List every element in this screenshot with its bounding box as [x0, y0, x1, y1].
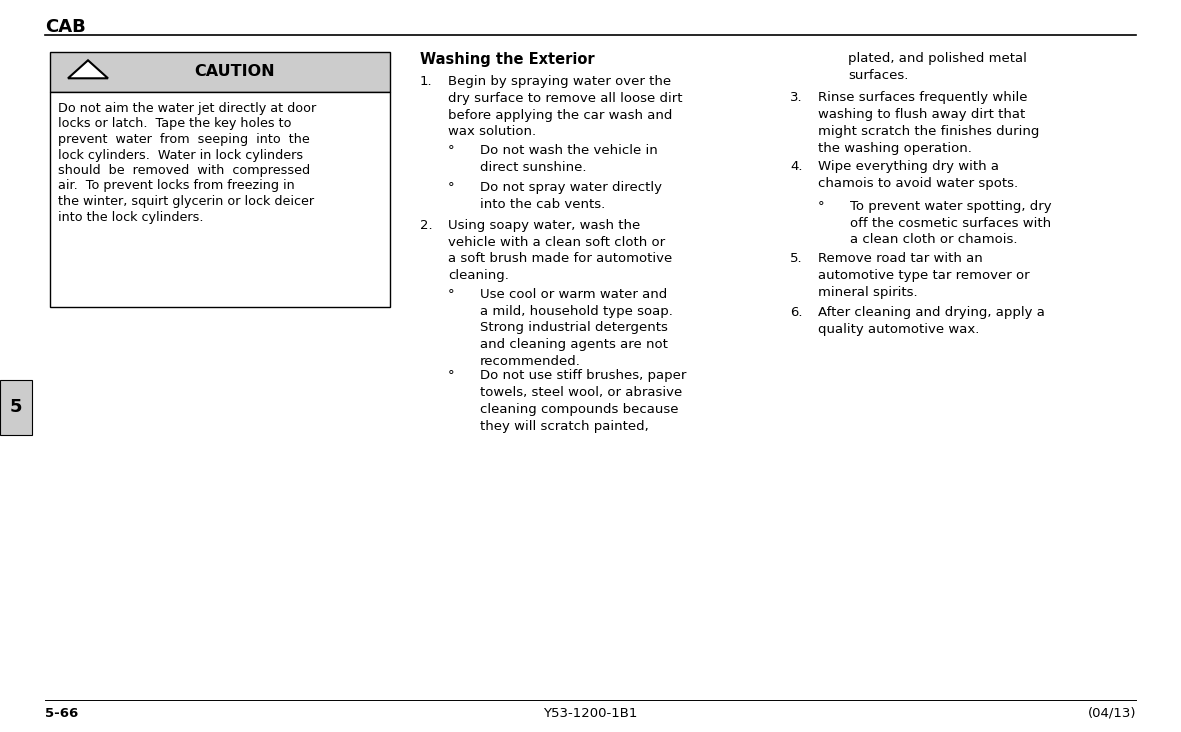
Text: air.  To prevent locks from freezing in: air. To prevent locks from freezing in — [58, 179, 295, 193]
FancyBboxPatch shape — [50, 92, 390, 307]
Text: plated, and polished metal
surfaces.: plated, and polished metal surfaces. — [848, 52, 1026, 82]
Text: Do not wash the vehicle in
direct sunshine.: Do not wash the vehicle in direct sunshi… — [479, 144, 658, 173]
Text: Do not use stiff brushes, paper
towels, steel wool, or abrasive
cleaning compoun: Do not use stiff brushes, paper towels, … — [479, 370, 686, 433]
Text: locks or latch.  Tape the key holes to: locks or latch. Tape the key holes to — [58, 118, 292, 130]
Text: Begin by spraying water over the
dry surface to remove all loose dirt
before app: Begin by spraying water over the dry sur… — [448, 75, 683, 138]
Text: CAUTION: CAUTION — [195, 64, 275, 80]
Text: °: ° — [448, 370, 455, 382]
Text: the winter, squirt glycerin or lock deicer: the winter, squirt glycerin or lock deic… — [58, 195, 314, 208]
Text: °: ° — [818, 200, 824, 213]
Text: 5.: 5. — [790, 252, 803, 265]
Text: 5: 5 — [9, 398, 22, 417]
Text: °: ° — [448, 144, 455, 157]
Text: After cleaning and drying, apply a
quality automotive wax.: After cleaning and drying, apply a quali… — [818, 306, 1045, 336]
Text: CAB: CAB — [45, 18, 86, 36]
Text: Y53-1200-1B1: Y53-1200-1B1 — [543, 707, 638, 720]
Text: 2.: 2. — [420, 219, 432, 232]
Text: Do not aim the water jet directly at door: Do not aim the water jet directly at doo… — [58, 102, 317, 115]
Text: 3.: 3. — [790, 92, 803, 105]
Text: Rinse surfaces frequently while
washing to flush away dirt that
might scratch th: Rinse surfaces frequently while washing … — [818, 92, 1039, 155]
Text: °: ° — [448, 288, 455, 301]
Text: Using soapy water, wash the
vehicle with a clean soft cloth or
a soft brush made: Using soapy water, wash the vehicle with… — [448, 219, 672, 283]
Text: prevent  water  from  seeping  into  the: prevent water from seeping into the — [58, 133, 309, 146]
Text: °: ° — [448, 182, 455, 195]
Text: Do not spray water directly
into the cab vents.: Do not spray water directly into the cab… — [479, 182, 663, 211]
Text: Washing the Exterior: Washing the Exterior — [420, 52, 594, 67]
Text: Remove road tar with an
automotive type tar remover or
mineral spirits.: Remove road tar with an automotive type … — [818, 252, 1030, 299]
Polygon shape — [68, 60, 107, 78]
Text: Use cool or warm water and
a mild, household type soap.
Strong industrial deterg: Use cool or warm water and a mild, house… — [479, 288, 673, 368]
Text: Wipe everything dry with a
chamois to avoid water spots.: Wipe everything dry with a chamois to av… — [818, 160, 1018, 190]
Text: should  be  removed  with  compressed: should be removed with compressed — [58, 164, 311, 177]
Text: lock cylinders.  Water in lock cylinders: lock cylinders. Water in lock cylinders — [58, 149, 304, 162]
Text: 4.: 4. — [790, 160, 803, 173]
FancyBboxPatch shape — [0, 380, 32, 435]
Text: To prevent water spotting, dry
off the cosmetic surfaces with
a clean cloth or c: To prevent water spotting, dry off the c… — [850, 200, 1051, 247]
Text: (04/13): (04/13) — [1088, 707, 1136, 720]
Text: into the lock cylinders.: into the lock cylinders. — [58, 211, 203, 223]
Text: 1.: 1. — [420, 75, 432, 88]
Text: 5-66: 5-66 — [45, 707, 78, 720]
FancyBboxPatch shape — [50, 52, 390, 92]
Text: 6.: 6. — [790, 306, 803, 319]
